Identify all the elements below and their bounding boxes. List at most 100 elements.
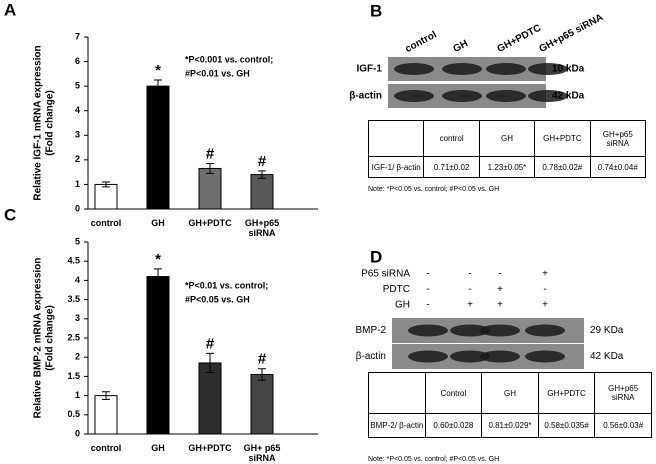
blot-band bbox=[442, 90, 482, 102]
annotation: #P<0.05 vs. GH bbox=[185, 294, 250, 304]
treatment-sign: + bbox=[467, 300, 473, 311]
annotation: *P<0.01 vs. control; bbox=[185, 280, 268, 290]
x-tick-label: GH bbox=[151, 218, 165, 228]
table-header-cell: Control bbox=[424, 371, 483, 415]
bar bbox=[146, 85, 170, 210]
blot-band bbox=[528, 63, 568, 75]
significance-marker: # bbox=[258, 153, 267, 170]
treatment-sign: - bbox=[468, 269, 471, 280]
lane-label: control bbox=[403, 29, 438, 55]
blot-band bbox=[442, 63, 482, 75]
lane-label: GH+p65 siRNA bbox=[537, 12, 605, 55]
treatment-sign: - bbox=[468, 284, 471, 295]
table-cell: 0.60±0.028 bbox=[424, 413, 483, 438]
y-tick-label: 0 bbox=[75, 203, 80, 213]
x-tick-label: GH bbox=[151, 443, 165, 453]
footnote: Note: *P<0.05 vs. control; #P<0.05 vs. G… bbox=[368, 186, 500, 193]
blot-size-label: 42 kDa bbox=[552, 91, 585, 102]
treatment-sign: - bbox=[426, 269, 429, 280]
table-cell: 0.78±0.02# bbox=[534, 156, 591, 178]
treatment-label: P65 siRNA bbox=[361, 269, 410, 280]
x-tick-label: control bbox=[90, 218, 122, 228]
blot-band bbox=[525, 350, 565, 363]
quantification-table: control GH GH+PDTC GH+p65 siRNA IGF-1/ β-act… bbox=[367, 119, 647, 178]
x-tick-label: GH+p65 siRNA bbox=[244, 218, 280, 238]
table-cell: BMP-2/ β-actin bbox=[368, 413, 426, 438]
blot-row-label: β-actin bbox=[349, 91, 382, 102]
table-cell: 0.74±0.04# bbox=[589, 156, 647, 178]
panel-label: D bbox=[370, 247, 382, 266]
table-cell: 0.81±0.029* bbox=[481, 413, 539, 438]
y-tick-label: 4 bbox=[75, 105, 80, 115]
blot-band bbox=[450, 324, 490, 337]
y-axis-label: (Fold change) bbox=[45, 90, 56, 156]
y-axis-label: Relative BMP-2 mRNA expression bbox=[33, 258, 44, 419]
y-tick-label: 2 bbox=[75, 154, 80, 164]
bar bbox=[94, 395, 118, 435]
table-header-cell: GH bbox=[481, 371, 539, 415]
y-tick-label: 1.5 bbox=[67, 371, 80, 381]
y-tick-label: 3.5 bbox=[67, 294, 80, 304]
bar bbox=[250, 174, 274, 210]
blot-band bbox=[486, 90, 526, 102]
table-header-cell: GH+p65 siRNA bbox=[594, 371, 652, 415]
table-cell: 0.71±0.02 bbox=[423, 156, 480, 178]
table-corner-cell bbox=[368, 371, 426, 415]
panel-label: C bbox=[4, 205, 16, 224]
y-tick-label: 3 bbox=[75, 313, 80, 323]
table-cell: 0.58±0.035# bbox=[537, 413, 596, 438]
blot-band bbox=[480, 324, 520, 337]
table-header-cell: GH+PDTC bbox=[534, 119, 591, 158]
blot-size-label: 10 kDa bbox=[552, 64, 585, 75]
treatment-sign: - bbox=[426, 284, 429, 295]
table-header-cell: GH bbox=[478, 119, 536, 158]
blot-band bbox=[394, 63, 434, 75]
y-tick-label: 1 bbox=[75, 390, 80, 400]
table-row: IGF-1/ β-actin 0.71±0.02 1.23±0.05* 0.78±0.… bbox=[367, 156, 647, 178]
treatment-sign: - bbox=[426, 300, 429, 311]
significance-marker: # bbox=[206, 146, 215, 163]
blot-band bbox=[525, 324, 565, 337]
y-tick-label: 2.5 bbox=[67, 332, 80, 342]
lane-label: GH bbox=[451, 38, 469, 55]
table-cell: IGF-1/ β-actin bbox=[367, 156, 425, 178]
table-header-cell: GH+p65 siRNA bbox=[589, 119, 647, 158]
blot-band bbox=[450, 350, 490, 363]
treatment-label: PDTC bbox=[383, 284, 410, 295]
blot-size-label: 42 KDa bbox=[590, 351, 624, 362]
treatment-sign: + bbox=[542, 269, 548, 280]
significance-marker: * bbox=[155, 251, 161, 268]
footnote: Note: *P<0.05 vs. control; #P<0.05 vs. G… bbox=[368, 456, 500, 463]
x-tick-label: GH+ p65 siRNA bbox=[243, 443, 281, 463]
x-tick-label: GH+PDTC bbox=[188, 218, 232, 228]
significance-marker: # bbox=[206, 335, 215, 352]
significance-marker: * bbox=[155, 62, 161, 79]
table-header-row: Control GH GH+PDTC GH+p65 siRNA bbox=[368, 371, 652, 415]
significance-marker: # bbox=[258, 351, 267, 368]
panel-label: B bbox=[370, 1, 382, 20]
blot-band bbox=[480, 350, 520, 363]
y-tick-label: 0.5 bbox=[67, 409, 80, 419]
treatment-sign: - bbox=[543, 284, 546, 295]
table-row: BMP-2/ β-actin 0.60±0.028 0.81±0.029* 0.58±… bbox=[368, 413, 652, 438]
y-axis-label: Relative IGF-1 mRNA expression bbox=[33, 45, 44, 200]
panel-label: A bbox=[4, 0, 16, 19]
y-tick-label: 2 bbox=[75, 352, 80, 362]
treatment-sign: + bbox=[497, 300, 503, 311]
blot-band bbox=[394, 90, 434, 102]
y-tick-label: 6 bbox=[75, 56, 80, 66]
y-tick-label: 3 bbox=[75, 130, 80, 140]
bar bbox=[250, 373, 274, 435]
annotation: #P<0.01 vs. GH bbox=[185, 68, 250, 78]
table-cell: 1.23±0.05* bbox=[478, 156, 536, 178]
y-tick-label: 5 bbox=[75, 81, 80, 91]
y-axis-label: (Fold change) bbox=[45, 305, 56, 371]
bar bbox=[146, 276, 170, 435]
y-tick-label: 0 bbox=[75, 428, 80, 438]
bar bbox=[198, 362, 222, 435]
y-tick-label: 4.5 bbox=[67, 256, 80, 266]
bar bbox=[198, 167, 222, 210]
y-tick-label: 5 bbox=[75, 236, 80, 246]
y-tick-label: 7 bbox=[75, 31, 80, 41]
